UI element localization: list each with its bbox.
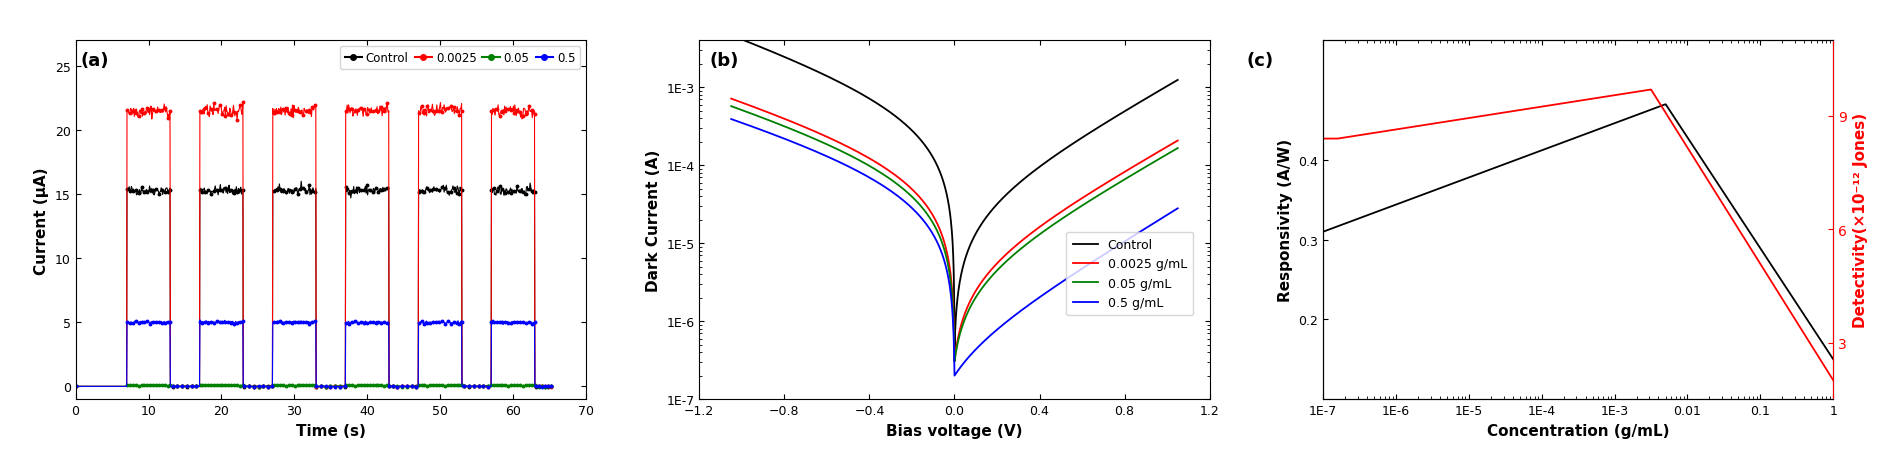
Line: 0.5: 0.5 (74, 319, 553, 388)
0.0025 g/mL (1166, 139, 1188, 144)
Line: 0.0025 g/mL: 0.0025 g/mL (731, 100, 1177, 362)
Text: (c): (c) (1245, 52, 1273, 70)
0.05 g/mL (720, 104, 742, 110)
Control (427, 188, 450, 193)
Control (176, 384, 198, 390)
0.05 g/mL (1166, 146, 1188, 151)
0.0025 (542, 384, 565, 389)
0.0025 g/mL (771, 116, 793, 121)
Line: 0.05 g/mL: 0.05 g/mL (731, 107, 1177, 362)
0.5 g/mL (1158, 212, 1181, 217)
Y-axis label: Current (μA): Current (μA) (34, 167, 49, 274)
Control (64, 384, 87, 389)
0.5 (427, 319, 450, 324)
0.5 (189, 318, 212, 323)
0.0025 (474, 384, 497, 389)
0.0025 g/mL (943, 359, 965, 364)
0.05 (64, 384, 87, 389)
Control (516, 185, 538, 190)
Control (720, 34, 742, 39)
0.0025 g/mL (797, 127, 820, 132)
0.5 g/mL (910, 216, 933, 222)
Control (289, 179, 312, 185)
X-axis label: Bias voltage (V): Bias voltage (V) (886, 423, 1022, 438)
0.0025 (115, 384, 138, 389)
Control (1166, 78, 1188, 84)
Control (474, 383, 497, 389)
Line: Control: Control (74, 181, 553, 388)
0.05 (272, 383, 295, 388)
0.5 g/mL (1109, 241, 1132, 247)
0.5 (531, 384, 553, 390)
Text: (a): (a) (81, 52, 110, 70)
0.5 (476, 384, 499, 389)
Text: (b): (b) (708, 52, 739, 70)
Y-axis label: Detectivity(×10⁻¹² Jones): Detectivity(×10⁻¹² Jones) (1851, 113, 1866, 328)
0.0025 g/mL (720, 97, 742, 102)
0.05 (115, 384, 138, 389)
Line: 0.5 g/mL: 0.5 g/mL (731, 120, 1177, 376)
0.0025 g/mL (890, 179, 912, 184)
0.0025 (64, 384, 87, 389)
0.05 g/mL (771, 123, 793, 129)
Line: Control: Control (731, 36, 1177, 349)
Legend: Control, 0.0025, 0.05, 0.5: Control, 0.0025, 0.05, 0.5 (340, 47, 580, 70)
0.05 g/mL (910, 205, 933, 210)
X-axis label: Time (s): Time (s) (297, 423, 365, 438)
Control (797, 66, 820, 71)
Y-axis label: Dark Current (A): Dark Current (A) (646, 149, 661, 291)
Y-axis label: Responsivity (A/W): Responsivity (A/W) (1277, 139, 1292, 302)
Control (771, 54, 793, 60)
Control (542, 384, 565, 389)
Control (890, 120, 912, 125)
0.5 g/mL (1166, 206, 1188, 212)
0.0025 (274, 108, 297, 113)
0.05 (476, 384, 499, 389)
0.0025 (427, 109, 450, 114)
0.5 g/mL (771, 136, 793, 141)
0.5 (115, 384, 138, 389)
0.0025 g/mL (1158, 144, 1181, 149)
0.05 (472, 384, 495, 389)
0.5 (514, 320, 536, 326)
Control (910, 139, 933, 145)
Control (1109, 112, 1132, 117)
0.0025 g/mL (1109, 172, 1132, 177)
0.05 g/mL (1109, 179, 1132, 185)
0.5 g/mL (797, 146, 820, 152)
0.05 g/mL (1158, 151, 1181, 157)
0.05 (427, 382, 450, 388)
0.5 g/mL (890, 197, 912, 203)
0.5 g/mL (720, 117, 742, 123)
0.0025 (516, 109, 538, 115)
Legend: Control, 0.0025 g/mL, 0.05 g/mL, 0.5 g/mL: Control, 0.0025 g/mL, 0.05 g/mL, 0.5 g/m… (1065, 233, 1192, 315)
X-axis label: Concentration (g/mL): Concentration (g/mL) (1487, 423, 1668, 438)
0.0025 (247, 384, 270, 390)
0.05 g/mL (890, 186, 912, 191)
0.05 (183, 384, 206, 390)
0.05 (485, 382, 508, 388)
Line: 0.0025: 0.0025 (74, 102, 553, 388)
0.5 (472, 384, 495, 389)
0.05 g/mL (797, 134, 820, 140)
Line: 0.05: 0.05 (74, 384, 553, 388)
0.5 (542, 384, 565, 390)
0.05 (516, 383, 538, 388)
0.05 g/mL (943, 359, 965, 364)
0.5 (272, 320, 295, 325)
0.0025 (476, 384, 499, 390)
0.05 (542, 384, 565, 390)
Control (943, 347, 965, 352)
0.5 g/mL (943, 373, 965, 379)
0.5 (64, 384, 87, 389)
Control (1158, 83, 1181, 89)
Control (115, 384, 138, 389)
Control (272, 186, 295, 192)
0.0025 (232, 101, 255, 106)
Control (476, 384, 499, 389)
0.0025 g/mL (910, 197, 933, 203)
